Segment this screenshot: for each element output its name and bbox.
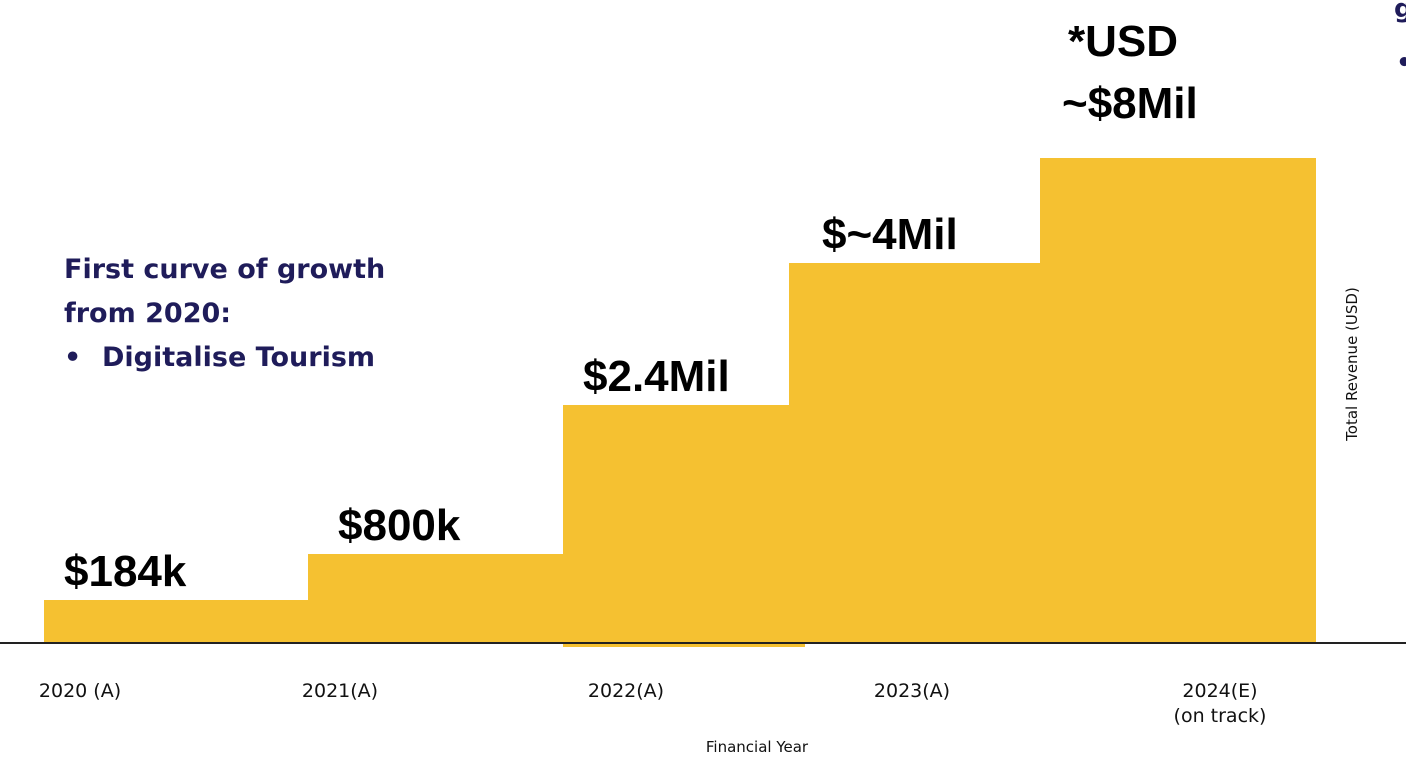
x-tick-0: 2020 (A): [39, 680, 121, 702]
y-axis-title: Total Revenue (USD): [1343, 287, 1361, 442]
data-label-1: $800k: [338, 501, 461, 550]
x-ticks-group: 2020 (A) 2021(A) 2022(A) 2023(A) 2024(E) (on …: [39, 680, 1267, 727]
data-labels-group: $184k $800k $2.4Mil $~4Mil *USD ~$8Mil: [64, 17, 1198, 596]
bar-4: [1040, 158, 1316, 643]
x-tick-4: 2024(E): [1182, 680, 1257, 702]
x-tick-sublabel-4: (on track): [1174, 705, 1267, 727]
data-label-4-1: ~$8Mil: [1062, 79, 1198, 128]
data-label-0: $184k: [64, 547, 187, 596]
cropped-bullet: •: [1396, 48, 1406, 78]
x-tick-2: 2022(A): [588, 680, 664, 702]
bar-3: [789, 263, 1040, 643]
bars-group: [44, 158, 1316, 647]
x-tick-3: 2023(A): [874, 680, 950, 702]
annotation-bullet-item: • Digitalise Tourism: [64, 336, 385, 380]
cropped-heading-glyph: g: [1394, 0, 1406, 24]
x-tick-1: 2021(A): [302, 680, 378, 702]
annotation-bullet-text: Digitalise Tourism: [102, 342, 376, 373]
x-axis-title: Financial Year: [706, 738, 809, 756]
data-label-3: $~4Mil: [822, 210, 958, 259]
annotation-line-1: First curve of growth: [64, 254, 386, 285]
data-label-2: $2.4Mil: [583, 352, 730, 401]
bar-2: [563, 405, 805, 647]
bar-1: [308, 554, 563, 643]
bar-0: [44, 600, 308, 643]
bullet-icon: •: [64, 342, 82, 373]
growth-annotation: First curve of growth from 2020: • Digit…: [64, 248, 385, 380]
data-label-4-0: *USD: [1068, 17, 1178, 66]
annotation-line-2: from 2020:: [64, 298, 232, 329]
